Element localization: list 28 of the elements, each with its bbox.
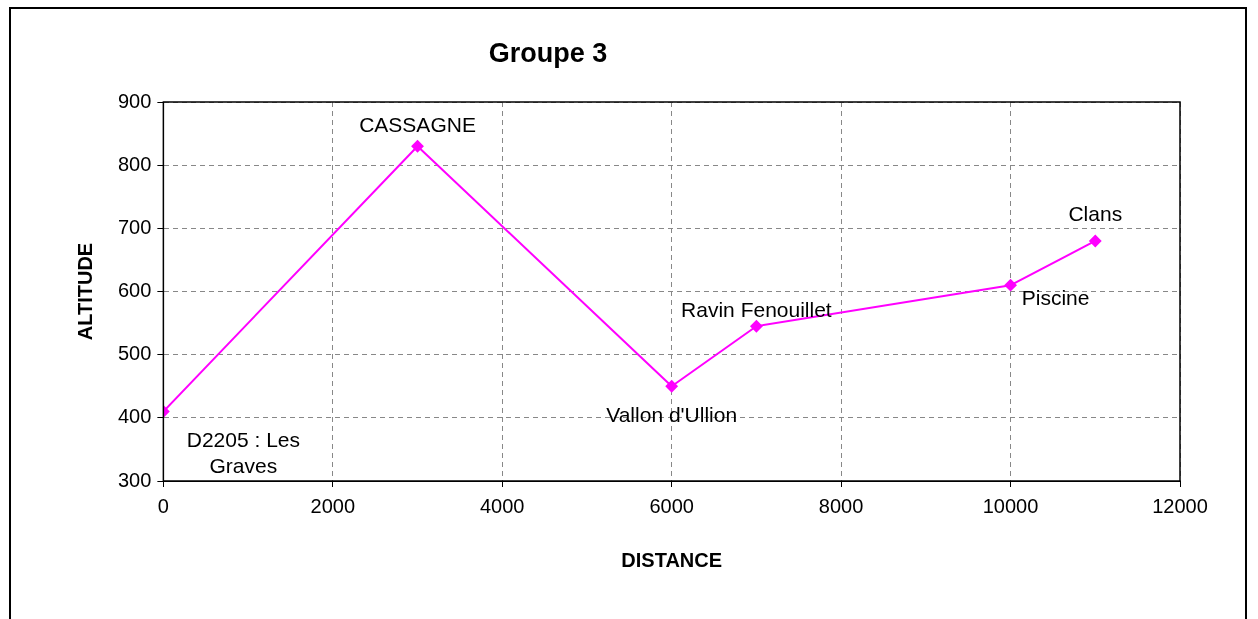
y-tick-label: 800	[117, 152, 152, 175]
y-tick-label: 700	[117, 215, 152, 238]
point	[1004, 279, 1017, 292]
point	[411, 140, 424, 153]
x-tick-label: 2000	[310, 494, 356, 517]
point	[665, 380, 678, 393]
y-tick-label: 900	[117, 89, 152, 112]
x-tick-label: 8000	[818, 494, 864, 517]
y-tick-label: 500	[117, 342, 152, 365]
annotation: Clans	[1068, 201, 1123, 225]
annotation: CASSAGNE	[359, 113, 476, 137]
point	[750, 320, 763, 333]
x-tick-label: 0	[157, 494, 169, 517]
y-axis-title: ALTITUDE	[73, 242, 96, 341]
annotation: Ravin Fenouillet	[681, 298, 832, 322]
x-tick-label: 6000	[649, 494, 694, 517]
y-tick-label: 600	[117, 279, 152, 302]
y-tick-label: 300	[117, 468, 152, 491]
x-tick-label: 10000	[982, 494, 1039, 517]
x-tick-label: 4000	[480, 494, 525, 517]
annotation: D2205 : Les Graves	[186, 428, 300, 478]
annotation: Vallon d'Ullion	[606, 403, 738, 427]
y-tick-label: 400	[117, 405, 152, 428]
point	[1089, 234, 1102, 247]
chart-title: Groupe 3	[488, 38, 608, 69]
x-tick-label: 12000	[1152, 494, 1208, 517]
annotation: Piscine	[1021, 285, 1090, 309]
x-axis-title: DISTANCE	[621, 548, 723, 571]
